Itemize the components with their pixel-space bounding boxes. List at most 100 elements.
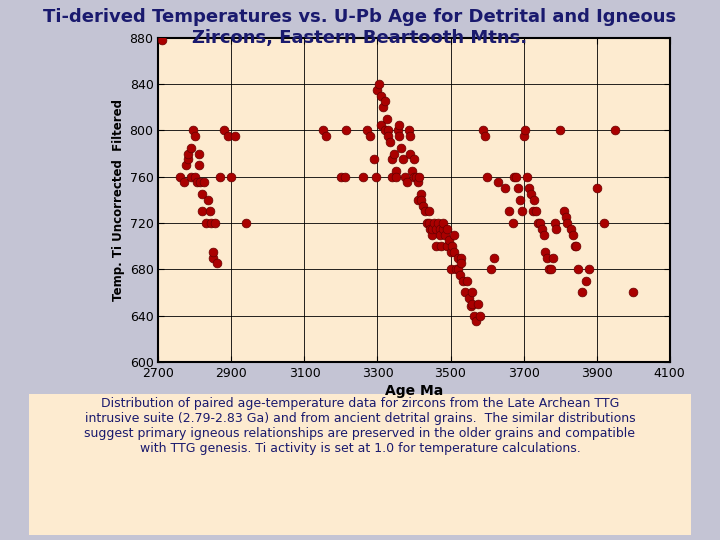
Point bbox=[438, 225, 449, 233]
Point bbox=[383, 132, 395, 140]
Point bbox=[390, 172, 402, 181]
Point bbox=[200, 219, 212, 227]
Point bbox=[449, 247, 460, 256]
Point bbox=[508, 172, 520, 181]
Point bbox=[454, 271, 465, 279]
Point bbox=[193, 161, 204, 170]
Point bbox=[218, 126, 230, 134]
Point bbox=[576, 288, 588, 296]
Point bbox=[339, 172, 351, 181]
Point bbox=[523, 184, 535, 193]
Point bbox=[423, 207, 434, 215]
Point bbox=[531, 207, 542, 215]
Point bbox=[419, 207, 431, 215]
Point bbox=[562, 219, 573, 227]
Point bbox=[174, 172, 186, 181]
Point bbox=[415, 190, 427, 198]
Point bbox=[415, 195, 427, 204]
Point bbox=[179, 178, 190, 187]
Point bbox=[426, 225, 438, 233]
Point bbox=[534, 219, 546, 227]
Point bbox=[445, 265, 456, 274]
Point bbox=[240, 219, 252, 227]
Point bbox=[452, 253, 464, 262]
Point bbox=[525, 190, 536, 198]
Point bbox=[547, 253, 559, 262]
Point bbox=[441, 242, 453, 251]
Point bbox=[191, 178, 202, 187]
Point bbox=[449, 230, 460, 239]
Point bbox=[202, 195, 213, 204]
Point bbox=[569, 242, 580, 251]
Point bbox=[540, 247, 552, 256]
Point bbox=[477, 126, 489, 134]
Point bbox=[434, 230, 446, 239]
Point bbox=[399, 172, 410, 181]
Point bbox=[463, 294, 474, 302]
Point bbox=[206, 219, 217, 227]
Point bbox=[554, 126, 566, 134]
Point bbox=[187, 126, 199, 134]
Point bbox=[406, 166, 418, 175]
Point bbox=[394, 132, 405, 140]
Point bbox=[551, 225, 562, 233]
X-axis label: Age Ma: Age Ma bbox=[385, 384, 443, 398]
Point bbox=[572, 265, 584, 274]
Point bbox=[375, 91, 387, 100]
Point bbox=[480, 132, 491, 140]
Point bbox=[341, 126, 352, 134]
Point bbox=[388, 149, 400, 158]
Point bbox=[222, 132, 233, 140]
Point bbox=[156, 36, 168, 44]
Point bbox=[565, 225, 577, 233]
Point bbox=[456, 259, 467, 268]
Point bbox=[549, 219, 560, 227]
Point bbox=[180, 161, 192, 170]
Point bbox=[317, 126, 328, 134]
Point bbox=[384, 138, 396, 146]
Point bbox=[423, 219, 434, 227]
Point bbox=[559, 213, 571, 221]
Point bbox=[485, 265, 497, 274]
Point bbox=[193, 149, 204, 158]
Point bbox=[609, 126, 621, 134]
Text: Distribution of paired age-temperature data for zircons from the Late Archean TT: Distribution of paired age-temperature d… bbox=[84, 397, 636, 455]
Point bbox=[430, 242, 441, 251]
Point bbox=[421, 219, 433, 227]
Point bbox=[580, 276, 591, 285]
Point bbox=[182, 155, 194, 164]
Point bbox=[544, 265, 555, 274]
Point bbox=[538, 230, 549, 239]
Point bbox=[450, 265, 462, 274]
Point bbox=[357, 172, 369, 181]
Point bbox=[320, 132, 332, 140]
Point bbox=[383, 126, 395, 134]
Point bbox=[230, 132, 241, 140]
Point bbox=[207, 253, 219, 262]
Point bbox=[434, 225, 446, 233]
Point bbox=[489, 253, 500, 262]
Point bbox=[401, 178, 413, 187]
Point bbox=[467, 300, 478, 308]
Point bbox=[410, 172, 422, 181]
Point bbox=[467, 288, 478, 296]
Point bbox=[516, 207, 528, 215]
Point bbox=[492, 178, 504, 187]
Point bbox=[469, 311, 480, 320]
Point bbox=[432, 219, 444, 227]
Point bbox=[518, 132, 529, 140]
Point bbox=[507, 219, 518, 227]
Point bbox=[428, 219, 440, 227]
Point bbox=[513, 184, 524, 193]
Point bbox=[571, 242, 582, 251]
Point bbox=[225, 172, 237, 181]
Point bbox=[470, 317, 482, 326]
Point bbox=[412, 178, 423, 187]
Point bbox=[405, 132, 416, 140]
Point bbox=[197, 190, 208, 198]
Point bbox=[408, 172, 420, 181]
Point bbox=[418, 201, 429, 210]
Point bbox=[541, 253, 553, 262]
Point bbox=[456, 253, 467, 262]
Point bbox=[186, 172, 197, 181]
